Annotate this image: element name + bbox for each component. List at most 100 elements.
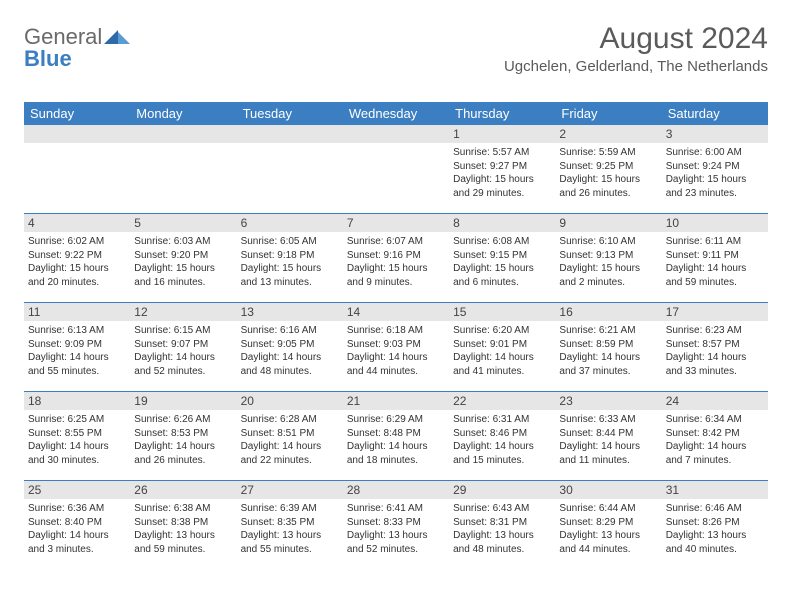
day-details: Sunrise: 6:18 AMSunset: 9:03 PMDaylight:… — [343, 321, 449, 382]
day-number: 28 — [343, 481, 449, 499]
day-details: Sunrise: 6:02 AMSunset: 9:22 PMDaylight:… — [24, 232, 130, 293]
daylight-text: Daylight: 15 hours and 23 minutes. — [666, 173, 764, 200]
day-number — [130, 125, 236, 143]
sunrise-text: Sunrise: 6:44 AM — [559, 502, 657, 516]
day-number — [24, 125, 130, 143]
sunrise-text: Sunrise: 6:13 AM — [28, 324, 126, 338]
brand-text-blue: Blue — [24, 46, 72, 71]
daylight-text: Daylight: 14 hours and 3 minutes. — [28, 529, 126, 556]
sunrise-text: Sunrise: 6:25 AM — [28, 413, 126, 427]
day-cell: 7Sunrise: 6:07 AMSunset: 9:16 PMDaylight… — [343, 214, 449, 302]
daylight-text: Daylight: 15 hours and 26 minutes. — [559, 173, 657, 200]
sunset-text: Sunset: 9:01 PM — [453, 338, 551, 352]
daylight-text: Daylight: 14 hours and 37 minutes. — [559, 351, 657, 378]
day-number: 7 — [343, 214, 449, 232]
day-cell: 8Sunrise: 6:08 AMSunset: 9:15 PMDaylight… — [449, 214, 555, 302]
day-cell: 15Sunrise: 6:20 AMSunset: 9:01 PMDayligh… — [449, 303, 555, 391]
sunset-text: Sunset: 8:33 PM — [347, 516, 445, 530]
day-cell: 2Sunrise: 5:59 AMSunset: 9:25 PMDaylight… — [555, 125, 661, 213]
sunset-text: Sunset: 9:13 PM — [559, 249, 657, 263]
day-cell: 24Sunrise: 6:34 AMSunset: 8:42 PMDayligh… — [662, 392, 768, 480]
dayname-sunday: Sunday — [24, 102, 130, 125]
daylight-text: Daylight: 13 hours and 59 minutes. — [134, 529, 232, 556]
day-number: 1 — [449, 125, 555, 143]
sunset-text: Sunset: 9:09 PM — [28, 338, 126, 352]
day-number: 31 — [662, 481, 768, 499]
day-cell: 11Sunrise: 6:13 AMSunset: 9:09 PMDayligh… — [24, 303, 130, 391]
daylight-text: Daylight: 13 hours and 40 minutes. — [666, 529, 764, 556]
sunrise-text: Sunrise: 6:00 AM — [666, 146, 764, 160]
day-cell: 16Sunrise: 6:21 AMSunset: 8:59 PMDayligh… — [555, 303, 661, 391]
sunrise-text: Sunrise: 6:23 AM — [666, 324, 764, 338]
daylight-text: Daylight: 14 hours and 52 minutes. — [134, 351, 232, 378]
day-details: Sunrise: 6:44 AMSunset: 8:29 PMDaylight:… — [555, 499, 661, 560]
sunrise-text: Sunrise: 6:36 AM — [28, 502, 126, 516]
day-number: 2 — [555, 125, 661, 143]
day-cell — [130, 125, 236, 213]
day-details: Sunrise: 6:13 AMSunset: 9:09 PMDaylight:… — [24, 321, 130, 382]
sunrise-text: Sunrise: 6:05 AM — [241, 235, 339, 249]
day-cell: 10Sunrise: 6:11 AMSunset: 9:11 PMDayligh… — [662, 214, 768, 302]
sunset-text: Sunset: 8:31 PM — [453, 516, 551, 530]
week-row: 1Sunrise: 5:57 AMSunset: 9:27 PMDaylight… — [24, 125, 768, 213]
day-cell: 12Sunrise: 6:15 AMSunset: 9:07 PMDayligh… — [130, 303, 236, 391]
sunset-text: Sunset: 9:27 PM — [453, 160, 551, 174]
daylight-text: Daylight: 13 hours and 52 minutes. — [347, 529, 445, 556]
day-number: 16 — [555, 303, 661, 321]
day-cell: 14Sunrise: 6:18 AMSunset: 9:03 PMDayligh… — [343, 303, 449, 391]
day-details: Sunrise: 6:28 AMSunset: 8:51 PMDaylight:… — [237, 410, 343, 471]
day-number: 13 — [237, 303, 343, 321]
day-cell — [343, 125, 449, 213]
sunset-text: Sunset: 9:05 PM — [241, 338, 339, 352]
calendar-page: General Blue August 2024 Ugchelen, Gelde… — [0, 0, 792, 612]
day-cell: 27Sunrise: 6:39 AMSunset: 8:35 PMDayligh… — [237, 481, 343, 569]
day-number: 19 — [130, 392, 236, 410]
week-row: 4Sunrise: 6:02 AMSunset: 9:22 PMDaylight… — [24, 213, 768, 302]
day-cell: 31Sunrise: 6:46 AMSunset: 8:26 PMDayligh… — [662, 481, 768, 569]
sunset-text: Sunset: 9:03 PM — [347, 338, 445, 352]
day-number: 9 — [555, 214, 661, 232]
day-details: Sunrise: 5:57 AMSunset: 9:27 PMDaylight:… — [449, 143, 555, 204]
dayname-tuesday: Tuesday — [237, 102, 343, 125]
day-cell: 25Sunrise: 6:36 AMSunset: 8:40 PMDayligh… — [24, 481, 130, 569]
day-number: 8 — [449, 214, 555, 232]
sunset-text: Sunset: 8:42 PM — [666, 427, 764, 441]
daylight-text: Daylight: 14 hours and 15 minutes. — [453, 440, 551, 467]
sunrise-text: Sunrise: 6:28 AM — [241, 413, 339, 427]
day-details: Sunrise: 6:16 AMSunset: 9:05 PMDaylight:… — [237, 321, 343, 382]
daylight-text: Daylight: 13 hours and 55 minutes. — [241, 529, 339, 556]
day-number: 26 — [130, 481, 236, 499]
day-number — [237, 125, 343, 143]
sunset-text: Sunset: 8:51 PM — [241, 427, 339, 441]
daylight-text: Daylight: 14 hours and 41 minutes. — [453, 351, 551, 378]
daylight-text: Daylight: 14 hours and 55 minutes. — [28, 351, 126, 378]
day-details: Sunrise: 6:05 AMSunset: 9:18 PMDaylight:… — [237, 232, 343, 293]
sunrise-text: Sunrise: 5:59 AM — [559, 146, 657, 160]
day-cell: 18Sunrise: 6:25 AMSunset: 8:55 PMDayligh… — [24, 392, 130, 480]
sunset-text: Sunset: 8:53 PM — [134, 427, 232, 441]
day-details: Sunrise: 6:00 AMSunset: 9:24 PMDaylight:… — [662, 143, 768, 204]
day-cell: 28Sunrise: 6:41 AMSunset: 8:33 PMDayligh… — [343, 481, 449, 569]
sunset-text: Sunset: 9:15 PM — [453, 249, 551, 263]
day-cell — [237, 125, 343, 213]
daylight-text: Daylight: 15 hours and 20 minutes. — [28, 262, 126, 289]
day-details: Sunrise: 6:41 AMSunset: 8:33 PMDaylight:… — [343, 499, 449, 560]
daylight-text: Daylight: 14 hours and 48 minutes. — [241, 351, 339, 378]
weeks-container: 1Sunrise: 5:57 AMSunset: 9:27 PMDaylight… — [24, 125, 768, 569]
sunset-text: Sunset: 9:07 PM — [134, 338, 232, 352]
week-row: 11Sunrise: 6:13 AMSunset: 9:09 PMDayligh… — [24, 302, 768, 391]
day-cell: 9Sunrise: 6:10 AMSunset: 9:13 PMDaylight… — [555, 214, 661, 302]
day-cell — [24, 125, 130, 213]
sunrise-text: Sunrise: 6:20 AM — [453, 324, 551, 338]
day-number: 21 — [343, 392, 449, 410]
daylight-text: Daylight: 13 hours and 44 minutes. — [559, 529, 657, 556]
daylight-text: Daylight: 15 hours and 13 minutes. — [241, 262, 339, 289]
day-details: Sunrise: 6:07 AMSunset: 9:16 PMDaylight:… — [343, 232, 449, 293]
day-details: Sunrise: 6:33 AMSunset: 8:44 PMDaylight:… — [555, 410, 661, 471]
day-cell: 21Sunrise: 6:29 AMSunset: 8:48 PMDayligh… — [343, 392, 449, 480]
sunset-text: Sunset: 8:57 PM — [666, 338, 764, 352]
daylight-text: Daylight: 14 hours and 18 minutes. — [347, 440, 445, 467]
day-cell: 26Sunrise: 6:38 AMSunset: 8:38 PMDayligh… — [130, 481, 236, 569]
sunrise-text: Sunrise: 6:33 AM — [559, 413, 657, 427]
day-number: 27 — [237, 481, 343, 499]
